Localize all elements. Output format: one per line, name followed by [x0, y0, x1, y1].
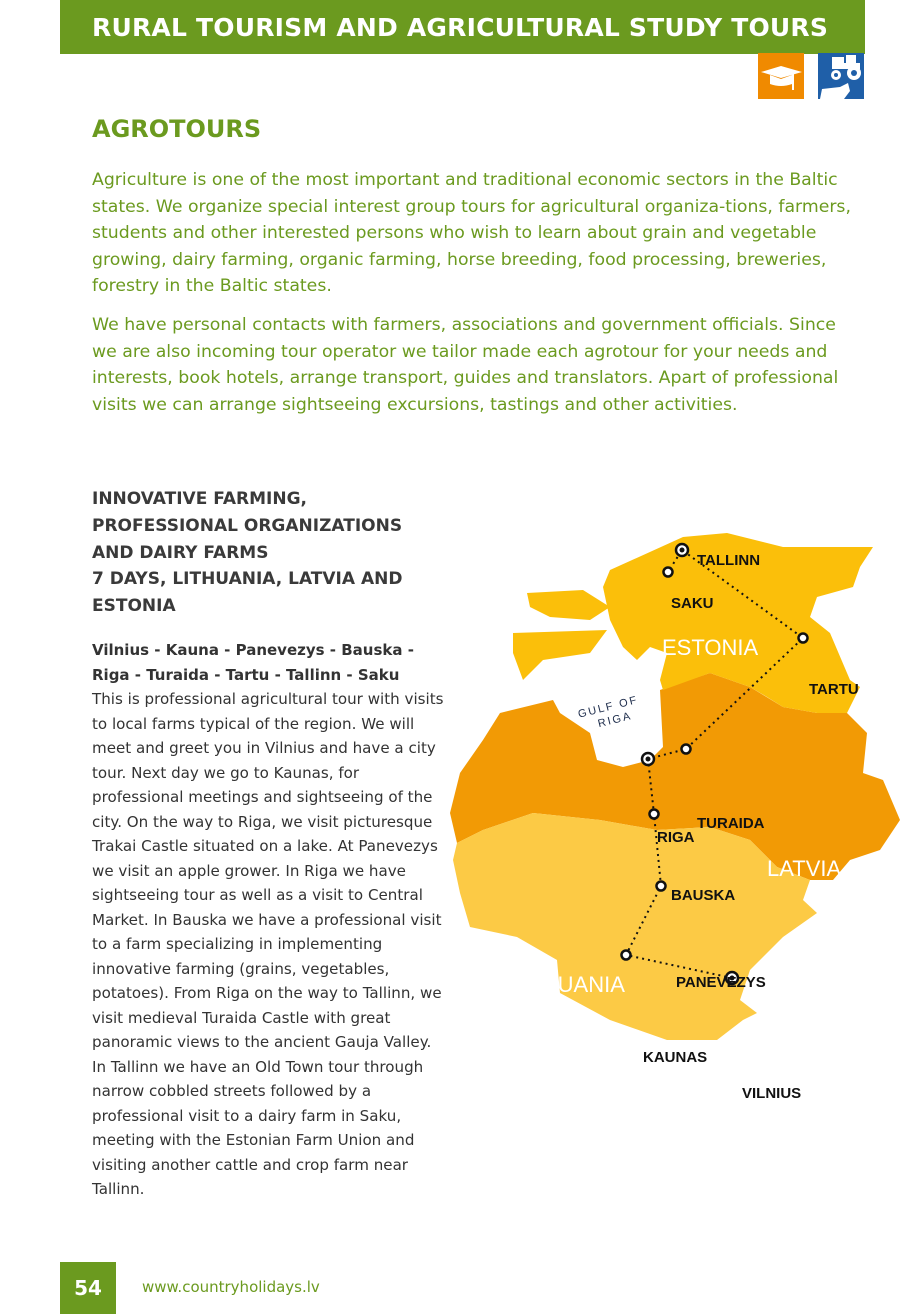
tour-title-line: ESTONIA [92, 596, 176, 617]
hiiumaa-island [527, 590, 610, 620]
tour-route: Vilnius - Kauna - Panevezys - Bauska - R… [92, 641, 414, 684]
tour-description: This is professional agricultural tour w… [92, 690, 444, 1198]
city-marker-saku [662, 566, 674, 578]
country-label-latvia: LATVIA [767, 856, 842, 881]
graduation-cap-icon [758, 53, 804, 99]
estonia-region [603, 533, 873, 713]
lithuania-region [453, 813, 817, 1040]
city-label-panevezys: PANEVEZYS [676, 974, 766, 991]
tractor-cow-icon [818, 53, 864, 99]
city-marker-panevezys [655, 880, 667, 892]
city-label-riga: RIGA [657, 829, 695, 846]
page-number: 54 [60, 1262, 116, 1314]
city-marker-bauska [648, 808, 660, 820]
intro-paragraph-2: We have personal contacts with farmers, … [92, 315, 839, 415]
city-label-tartu: TARTU [809, 681, 859, 698]
country-label-estonia: ESTONIA [662, 635, 759, 660]
website-link[interactable]: www.countryholidays.lv [142, 1278, 320, 1296]
tour-title-line: INNOVATIVE FARMING, [92, 489, 308, 509]
page-header: RURAL TOURISM AND AGRICULTURAL STUDY TOU… [60, 0, 865, 54]
city-label-turaida: TURAIDA [697, 815, 765, 832]
header-title: RURAL TOURISM AND AGRICULTURAL STUDY TOU… [92, 13, 829, 42]
latvia-region [450, 673, 900, 880]
city-label-vilnius: VILNIUS [742, 1085, 801, 1102]
city-label-saku: SAKU [671, 595, 714, 612]
tour-title-line: AND DAIRY FARMS [92, 542, 269, 563]
city-marker-kaunas [620, 949, 632, 961]
country-label-lithuania: LITHUANIA [510, 972, 625, 997]
city-marker-tartu [797, 632, 809, 644]
tour-title: INNOVATIVE FARMING, PROFESSIONAL ORGANIZ… [92, 486, 432, 620]
baltic-route-map: ESTONIA LATVIA LITHUANIA GULF OF RIGA TA… [450, 533, 900, 1102]
tour-title-line: 7 DAYS, LITHUANIA, LATVIA AND [92, 569, 403, 590]
city-label-kaunas: KAUNAS [643, 1049, 707, 1066]
city-label-tallinn: TALLINN [697, 552, 760, 569]
tour-title-line: PROFESSIONAL ORGANIZATIONS [92, 515, 403, 536]
city-label-bauska: BAUSKA [671, 887, 735, 904]
section-title: AGROTOURS [92, 115, 262, 143]
city-marker-turaida [680, 743, 692, 755]
saaremaa-island [513, 630, 607, 680]
intro-paragraph-1: Agriculture is one of the most important… [92, 170, 851, 297]
